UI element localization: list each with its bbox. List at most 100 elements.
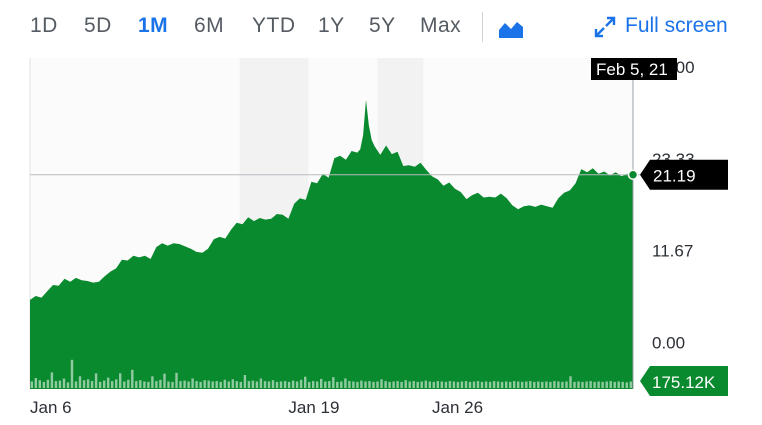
volume-bar [287,381,291,388]
volume-bar [259,378,263,388]
volume-bar [107,377,110,388]
volume-bar [191,378,194,388]
volume-bar [308,381,311,388]
volume-bar [561,381,564,388]
volume-bar [549,381,552,388]
volume-bar [267,381,271,388]
volume-bar [62,378,66,388]
volume-bar [58,380,62,388]
range-button-max[interactable]: Max [420,14,462,37]
volume-bar [103,380,106,388]
volume-bar [235,381,238,388]
volume-bar [348,381,351,388]
volume-bar [484,381,488,388]
volume-bar [408,381,411,388]
volume-bar [147,381,150,388]
volume-bar [404,380,407,388]
volume-bar [609,381,612,388]
volume-bar [263,381,267,388]
volume-bar [239,381,242,388]
full-screen-label: Full screen [625,14,728,37]
volume-bar [416,381,419,388]
volume-bar [420,381,423,388]
volume-bar [380,379,383,388]
volume-bar [279,381,283,388]
range-button-1m[interactable]: 1M [138,14,169,37]
volume-bar [581,381,584,388]
volume-bar [525,381,528,388]
volume-bar [589,381,592,388]
volume-bar [617,381,620,388]
range-button-5y[interactable]: 5Y [369,14,396,37]
volume-bar [255,381,259,388]
area-chart-icon[interactable] [498,18,524,40]
volume-bar [533,381,536,388]
volume-bar [223,379,226,388]
volume-bar [78,376,82,388]
range-toolbar: 1D 5D 1M 6M YTD 1Y 5Y Max Full screen [0,0,762,60]
volume-bar [509,381,512,388]
volume-bar [472,381,476,388]
volume-bar [70,359,74,388]
range-button-6m[interactable]: 6M [194,14,225,37]
volume-bar [183,380,186,388]
volume-bar [492,381,496,388]
volume-bar [243,375,247,388]
current-volume-label: 175.12K [652,373,716,392]
current-point-marker [627,169,639,180]
range-button-5d[interactable]: 5D [84,14,112,37]
volume-bar [175,372,178,388]
volume-bar [38,380,41,388]
volume-bar [545,381,548,388]
volume-bar [332,377,335,388]
volume-bar [231,379,234,388]
volume-bar [400,381,403,388]
volume-bar [195,381,198,388]
range-button-1d[interactable]: 1D [30,14,58,37]
volume-bar [143,381,146,388]
volume-bar [283,381,287,388]
volume-bar [597,381,600,388]
volume-bar [312,381,315,388]
volume-bar [74,381,78,388]
volume-bar [424,380,427,388]
volume-bar [207,380,210,388]
volume-bar [320,378,323,388]
volume-bar [324,381,327,388]
expand-arrows-icon [594,16,616,38]
volume-bar [316,381,319,388]
volume-bar [82,380,86,388]
volume-bar [428,381,431,388]
range-button-ytd[interactable]: YTD [252,14,296,37]
volume-bar [151,376,154,388]
volume-bar [585,381,588,388]
range-button-1y[interactable]: 1Y [318,14,345,37]
volume-bar [577,381,580,388]
volume-bar [496,381,500,388]
volume-bar [488,381,492,388]
volume-bar [115,379,118,388]
volume-bar [629,381,632,388]
volume-bar [86,379,90,388]
volume-bar [376,381,379,388]
volume-bar [396,381,399,388]
volume-bar [111,381,114,388]
volume-bar [304,376,307,388]
current-volume-badge [640,366,728,396]
volume-bar [42,381,46,388]
volume-bar [352,381,355,388]
volume-bar [155,381,158,388]
volume-bar [476,381,480,388]
volume-bar [448,381,452,388]
volume-bar [569,376,572,388]
volume-bar [98,381,102,388]
volume-bar [123,381,126,388]
toolbar-divider [482,12,483,42]
volume-bar [521,381,524,388]
volume-bar [163,373,166,388]
volume-bar [432,381,435,388]
volume-bar [613,381,616,388]
volume-bar [179,381,182,388]
volume-bar [199,381,202,388]
